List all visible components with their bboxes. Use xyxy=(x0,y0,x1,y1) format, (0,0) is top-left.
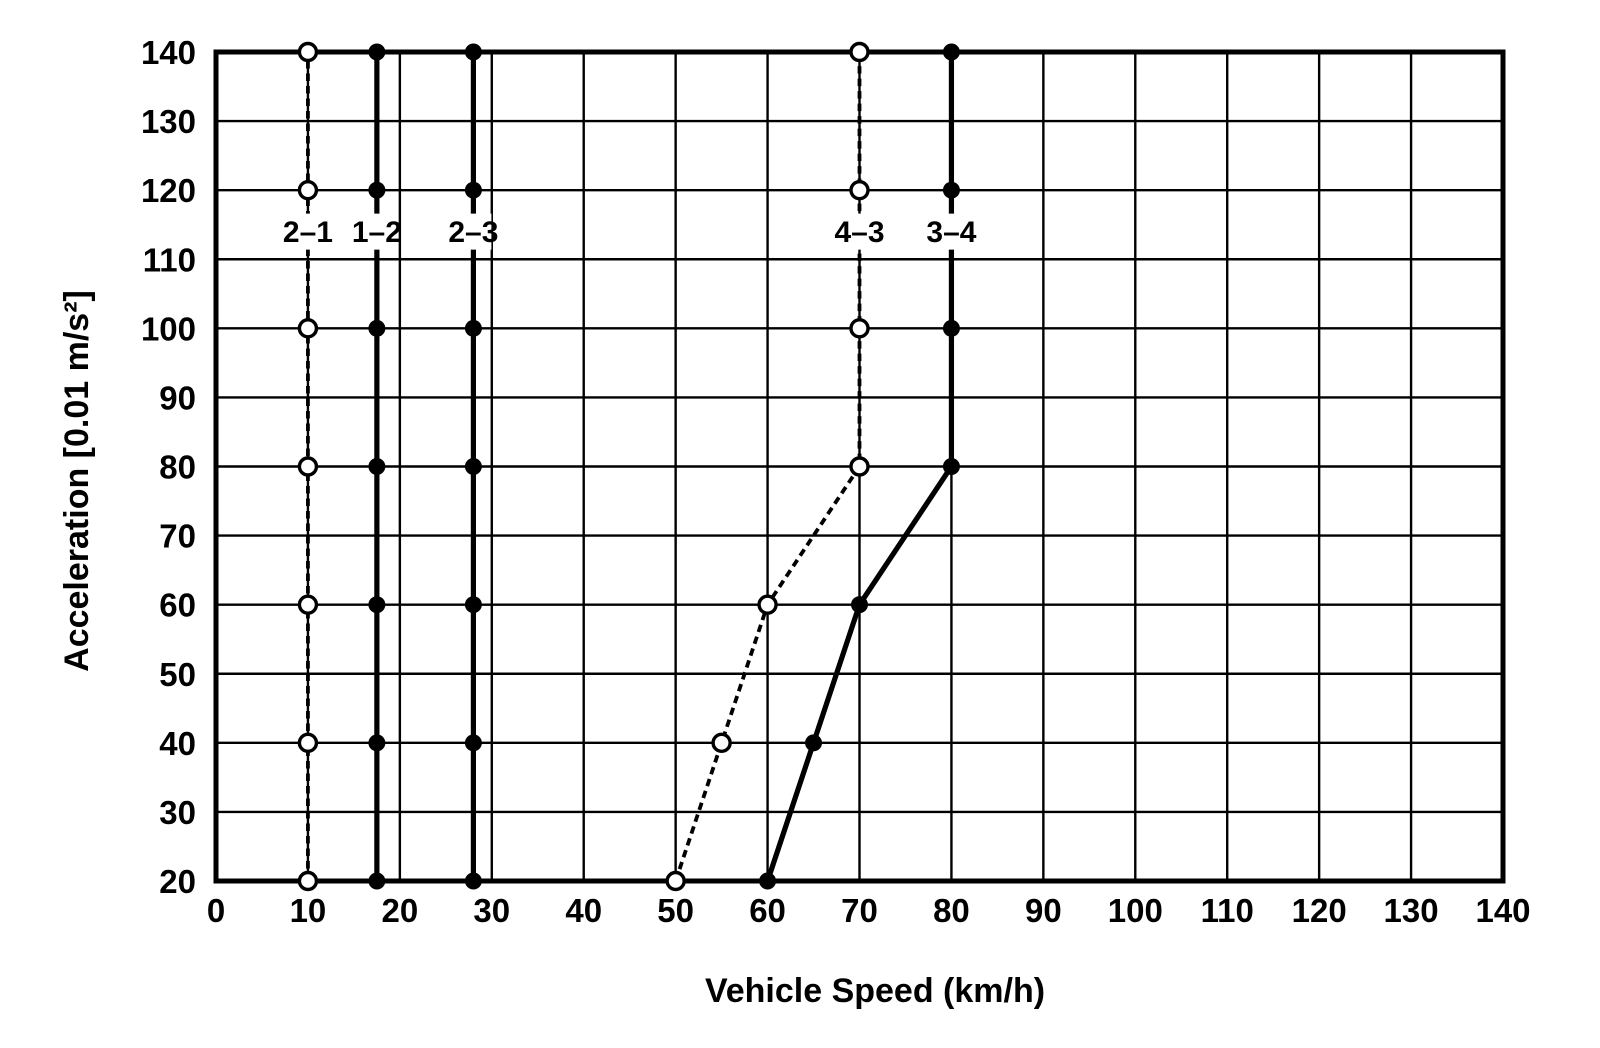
series-2-1-marker-open-circle xyxy=(297,456,319,477)
y-tick-label: 120 xyxy=(141,172,196,209)
y-axis-title: Acceleration [0.01 m/s²] xyxy=(58,290,96,672)
x-tick-label: 70 xyxy=(841,892,878,929)
x-tick-label: 40 xyxy=(565,892,602,929)
x-tick-label: 10 xyxy=(290,892,327,929)
x-tick-label: 50 xyxy=(657,892,694,929)
y-tick-label: 100 xyxy=(141,310,196,347)
series-label-mask-2-1 xyxy=(289,213,326,250)
series-2-1-marker-open-circle xyxy=(297,318,319,339)
series-2-1-marker-open-circle xyxy=(297,732,319,754)
x-tick-label: 30 xyxy=(473,892,510,929)
series-1-2-marker-filled-circle xyxy=(368,458,386,475)
series-4-3-marker-open-circle xyxy=(849,179,870,201)
x-tick-label: 80 xyxy=(933,892,970,929)
series-3-4-marker-filled-circle xyxy=(942,181,960,199)
x-tick-label: 130 xyxy=(1384,892,1439,929)
series-2-3-marker-filled-circle xyxy=(464,319,482,337)
series-label-mask-3-4 xyxy=(933,213,970,250)
series-label-1-2: 1–2 xyxy=(352,216,402,249)
series-label-mask-1-2 xyxy=(358,213,395,250)
x-tick-label: 140 xyxy=(1475,892,1530,929)
series-2-1-marker-open-circle xyxy=(297,179,319,201)
series-3-4-marker-filled-circle xyxy=(851,596,868,614)
x-tick-label: 90 xyxy=(1025,892,1062,929)
series-4-3-marker-open-circle xyxy=(757,594,778,615)
series-4-3-marker-open-circle xyxy=(849,456,870,477)
x-tick-label: 0 xyxy=(207,892,225,929)
series-3-4-marker-filled-circle xyxy=(805,734,823,752)
series-3-4-marker-filled-circle xyxy=(942,319,960,337)
series-3-4-marker-filled-circle xyxy=(942,458,960,475)
series-4-3-marker-open-circle xyxy=(849,41,870,63)
y-tick-label: 40 xyxy=(159,725,196,762)
x-tick-label: 100 xyxy=(1108,892,1163,929)
y-tick-label: 70 xyxy=(159,518,196,555)
y-tick-label: 20 xyxy=(159,863,196,900)
y-tick-label: 60 xyxy=(159,587,196,624)
x-tick-label: 20 xyxy=(381,892,418,929)
series-1-2-marker-filled-circle xyxy=(368,319,386,337)
series-4-3-marker-open-circle xyxy=(711,732,732,754)
series-4-3-marker-open-circle xyxy=(665,870,686,892)
series-1-2-marker-filled-circle xyxy=(368,734,386,752)
series-1-2-marker-filled-circle xyxy=(368,596,386,614)
x-tick-label: 60 xyxy=(749,892,786,929)
x-axis-title: Vehicle Speed (km/h) xyxy=(705,972,1045,1010)
y-tick-label: 30 xyxy=(159,794,196,831)
series-2-1-marker-open-circle xyxy=(297,594,319,615)
y-tick-label: 110 xyxy=(143,241,196,278)
series-1-2-marker-filled-circle xyxy=(368,43,386,61)
series-2-3-marker-filled-circle xyxy=(464,596,482,614)
series-1-2-marker-filled-circle xyxy=(368,181,386,199)
series-label-mask-4-3 xyxy=(841,213,878,250)
series-2-1-marker-open-circle xyxy=(297,41,319,63)
series-label-4-3: 4–3 xyxy=(834,216,884,249)
series-label-mask-2-3 xyxy=(455,213,492,250)
series-3-4-marker-filled-circle xyxy=(759,872,777,890)
series-label-2-3: 2–3 xyxy=(448,216,498,249)
series-label-3-4: 3–4 xyxy=(926,216,976,249)
x-tick-label: 110 xyxy=(1201,892,1254,929)
series-4-3-marker-open-circle xyxy=(849,318,870,339)
y-tick-label: 80 xyxy=(159,449,196,486)
series-2-3-marker-filled-circle xyxy=(464,872,482,890)
x-tick-label: 120 xyxy=(1292,892,1347,929)
series-3-4-marker-filled-circle xyxy=(942,43,960,61)
series-2-3-marker-filled-circle xyxy=(464,458,482,475)
series-2-1-marker-open-circle xyxy=(297,870,319,892)
series-1-2-marker-filled-circle xyxy=(368,872,386,890)
y-tick-label: 50 xyxy=(159,656,196,693)
series-2-3-marker-filled-circle xyxy=(464,181,482,199)
y-tick-label: 90 xyxy=(159,379,196,416)
series-2-3-marker-filled-circle xyxy=(464,734,482,752)
y-tick-label: 130 xyxy=(141,103,196,140)
series-label-2-1: 2–1 xyxy=(283,216,333,249)
series-2-3-marker-filled-circle xyxy=(464,43,482,61)
y-tick-label: 140 xyxy=(141,34,196,71)
